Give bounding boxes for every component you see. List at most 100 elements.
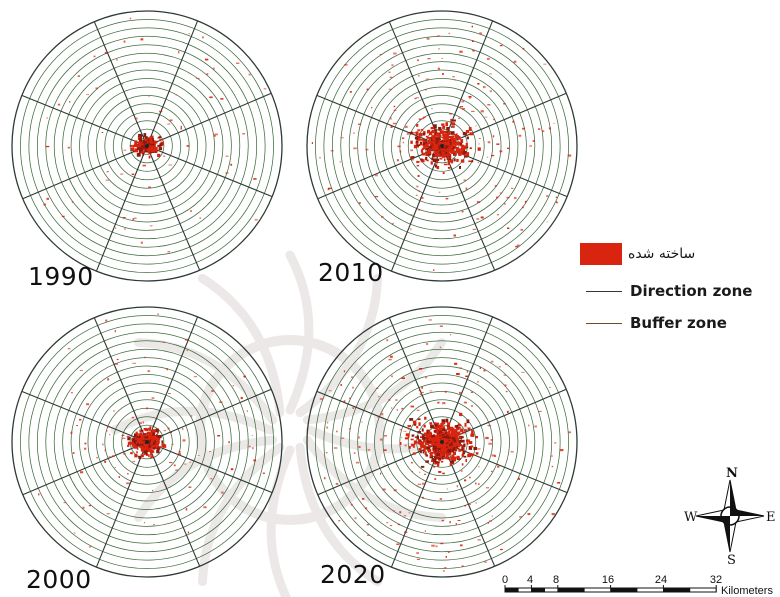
built-up-patch (489, 90, 492, 93)
built-up-patch (128, 441, 133, 445)
built-up-patch (152, 489, 154, 492)
built-up-patch (458, 153, 461, 156)
watermark-petal (295, 442, 382, 587)
built-up-patch (452, 76, 455, 78)
built-up-patch (433, 426, 436, 430)
built-up-patch (449, 428, 454, 432)
built-up-patch (442, 73, 444, 75)
built-up-patch (442, 125, 446, 129)
built-up-patch (443, 135, 447, 139)
built-up-patch (428, 448, 431, 453)
built-up-patch (148, 155, 151, 159)
built-up-patch (148, 147, 152, 150)
built-up-patch (461, 439, 465, 443)
built-up-patch (142, 435, 145, 440)
built-up-patch (127, 473, 129, 475)
built-up-patch (72, 452, 75, 454)
watermark-petal (302, 338, 447, 425)
built-up-patch (458, 367, 462, 369)
built-up-patch (465, 187, 468, 190)
built-up-patch (485, 436, 489, 440)
built-up-patch (425, 152, 429, 157)
built-up-patch (396, 543, 400, 545)
built-up-patch (445, 453, 448, 457)
built-up-patch (393, 489, 397, 492)
built-up-patch (139, 143, 142, 148)
built-up-patch (411, 461, 413, 464)
built-up-patch (522, 47, 525, 50)
built-up-patch (319, 398, 323, 400)
built-up-patch (464, 155, 468, 158)
built-up-patch (546, 221, 548, 223)
built-up-patch (435, 435, 439, 438)
built-up-patch (448, 150, 452, 153)
built-up-patch (397, 145, 401, 148)
built-up-patch (477, 380, 479, 383)
built-up-patch (379, 54, 383, 55)
built-up-patch (438, 436, 441, 438)
built-up-patch (69, 101, 71, 103)
direction-zone-line (95, 441, 148, 568)
map-center-point (145, 440, 149, 444)
built-up-patch (397, 523, 401, 526)
built-up-patch (352, 407, 355, 409)
built-up-patch (476, 218, 480, 220)
built-up-patch (127, 441, 130, 446)
built-up-patch (445, 122, 448, 127)
built-up-patch (464, 153, 467, 156)
scale-segment-light (544, 587, 559, 593)
built-up-patch (466, 441, 469, 445)
built-up-patch (450, 460, 455, 464)
built-up-patch (70, 431, 73, 434)
built-up-patch (153, 151, 158, 153)
built-up-patch (444, 567, 447, 569)
built-up-patch (154, 443, 156, 446)
built-up-patch (210, 478, 213, 480)
built-up-swatch (580, 243, 622, 265)
built-up-patch (253, 178, 257, 180)
built-up-patch (399, 429, 402, 431)
built-up-patch (428, 137, 431, 141)
built-up-patch (428, 434, 431, 436)
built-up-patch (472, 49, 475, 52)
built-up-patch (461, 463, 464, 466)
built-up-patch (529, 145, 532, 147)
built-up-patch (453, 459, 457, 462)
built-up-patch (71, 201, 74, 203)
built-up-patch (548, 127, 551, 130)
scale-unit-label: Kilometers (721, 585, 773, 597)
built-up-patch (425, 148, 430, 150)
built-up-patch (384, 435, 387, 437)
built-up-patch (419, 143, 423, 146)
built-up-patch (180, 125, 182, 128)
built-up-patch (420, 436, 424, 438)
built-up-patch (456, 373, 460, 376)
built-up-patch (134, 444, 137, 447)
built-up-patch (436, 35, 441, 37)
built-up-patch (457, 427, 460, 431)
built-up-patch (67, 146, 70, 149)
built-up-patch (431, 130, 435, 133)
built-up-patch (416, 145, 419, 148)
built-up-patch (410, 438, 414, 441)
buffer-zone-ring (348, 348, 536, 536)
direction-zone-line (146, 20, 199, 147)
legend-label-direction-zone: Direction zone (630, 282, 753, 300)
built-up-patch (132, 461, 136, 463)
built-up-patch (449, 521, 451, 524)
built-up-patch (425, 157, 428, 161)
built-up-patch (447, 131, 451, 135)
built-up-patch (433, 430, 437, 433)
built-up-patch (449, 153, 452, 158)
built-up-patch (106, 429, 108, 432)
buffer-zone-ring (20, 19, 274, 273)
built-up-patch (520, 228, 524, 231)
built-up-patch (147, 149, 150, 152)
scale-tick-label: 32 (709, 574, 723, 586)
built-up-patch (454, 362, 458, 365)
built-up-patch (462, 450, 465, 454)
built-up-patch (463, 443, 466, 447)
built-up-patch (546, 195, 549, 197)
built-up-patch (412, 132, 416, 134)
built-up-patch (459, 436, 461, 439)
